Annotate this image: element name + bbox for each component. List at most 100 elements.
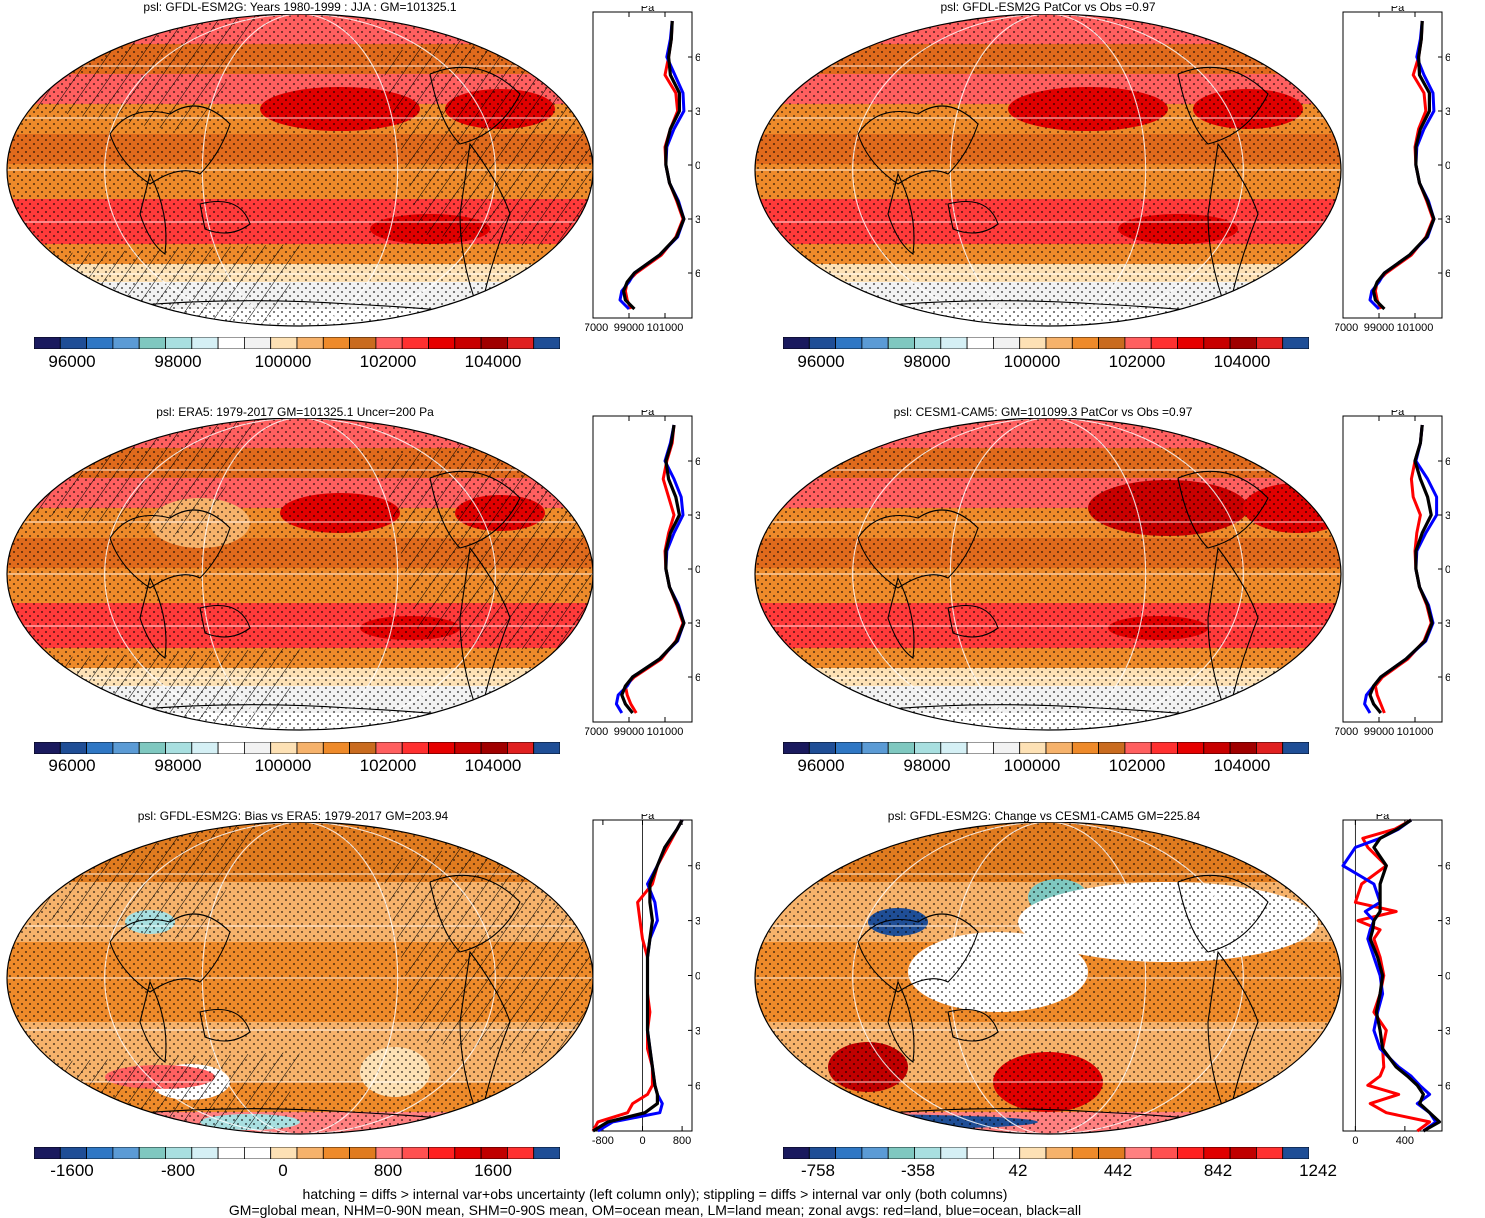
colorbar-swatch xyxy=(138,742,166,754)
colorbar-tick-label: 96000 xyxy=(48,756,96,775)
profile-y-tick-label: 30N xyxy=(1445,510,1450,522)
colorbar-swatch xyxy=(808,1147,836,1159)
profile-x-tick-label: 99000 xyxy=(614,322,645,334)
profile-y-tick-label: 0 xyxy=(695,160,700,172)
colorbar-swatch xyxy=(783,742,810,754)
profile-y-tick-label: 30S xyxy=(695,214,700,226)
colorbar xyxy=(34,337,560,349)
colorbar-swatch xyxy=(1282,337,1309,349)
colorbar-tick-label: 100000 xyxy=(254,756,312,775)
colorbar-tick-label: 98000 xyxy=(903,756,951,775)
colorbar-swatch xyxy=(217,1147,245,1159)
colorbar-swatch xyxy=(1098,1147,1126,1159)
colorbar xyxy=(34,1147,560,1159)
colorbar-swatch xyxy=(349,1147,377,1159)
colorbar-swatch xyxy=(506,337,535,349)
colorbar-swatch xyxy=(1282,742,1309,754)
panel-title: psl: CESM1-CAM5: GM=101099.3 PatCor vs O… xyxy=(893,405,1193,419)
colorbar-swatch xyxy=(86,742,114,754)
colorbar-swatch xyxy=(428,742,456,754)
colorbar-swatch xyxy=(296,742,324,754)
profile-y-tick-label: 0 xyxy=(1445,564,1450,576)
colorbar-swatch xyxy=(1203,337,1231,349)
colorbar-swatch xyxy=(1124,337,1152,349)
colorbar-swatch xyxy=(1098,742,1126,754)
colorbar-tick-label: -358 xyxy=(900,1161,936,1180)
zonal-profile-change: Pa 0 400 60N 30N 0 30S 60S xyxy=(1341,814,1450,1147)
map-field xyxy=(7,418,593,730)
profile-unit-label: Pa xyxy=(641,6,655,14)
colorbar-swatch xyxy=(270,742,298,754)
colorbar-swatch xyxy=(375,742,403,754)
colorbar-swatch xyxy=(165,1147,193,1159)
colorbar-swatch xyxy=(966,1147,994,1159)
panel-title: psl: GFDL-ESM2G PatCor vs Obs =0.97 xyxy=(940,0,1156,14)
profile-y-tick-label: 60N xyxy=(695,456,700,468)
colorbar-tick-label: 100000 xyxy=(1003,352,1061,371)
profile-y-tick-label: 30S xyxy=(1445,1025,1450,1037)
colorbar-swatch xyxy=(1150,742,1178,754)
colorbar-swatch xyxy=(191,1147,219,1159)
colorbar-swatch xyxy=(59,1147,87,1159)
colorbar-swatch xyxy=(165,337,193,349)
colorbar-tick-label: 102000 xyxy=(1108,352,1166,371)
profile-unit-label: Pa xyxy=(1376,814,1390,822)
colorbar xyxy=(783,1147,1309,1159)
colorbar-tick-label: 102000 xyxy=(1108,756,1166,775)
map-change xyxy=(754,822,1342,1135)
colorbar-swatch xyxy=(1177,337,1205,349)
colorbar-swatch xyxy=(1071,742,1099,754)
colorbar-swatch xyxy=(480,742,508,754)
profile-line-all xyxy=(592,819,684,1133)
profile-y-tick-label: 30N xyxy=(1445,916,1450,928)
colorbar-tick-label: -800 xyxy=(160,1161,196,1180)
colorbar-swatch xyxy=(1282,1147,1309,1159)
panel-title: psl: GFDL-ESM2G: Change vs CESM1-CAM5 GM… xyxy=(887,809,1201,823)
profile-line-all xyxy=(620,424,686,714)
colorbar-swatch xyxy=(887,1147,915,1159)
colorbar-swatch xyxy=(966,337,994,349)
profile-y-tick-label: 60S xyxy=(695,268,700,280)
colorbar-swatch xyxy=(296,1147,324,1159)
colorbar-tick-label: 104000 xyxy=(1213,756,1271,775)
colorbar xyxy=(783,337,1309,349)
colorbar-swatch xyxy=(533,742,560,754)
colorbar-swatch xyxy=(243,1147,272,1159)
profile-x-tick-label: 800 xyxy=(673,1135,691,1147)
colorbar-swatch xyxy=(454,1147,482,1159)
colorbar-swatch xyxy=(887,742,915,754)
profile-unit-label: Pa xyxy=(641,410,655,418)
colorbar-tick-label: 0 xyxy=(278,1161,288,1180)
colorbar-swatch xyxy=(59,742,87,754)
colorbar-swatch xyxy=(349,337,377,349)
colorbar-tick-label: 1242 xyxy=(1299,1161,1337,1180)
colorbar-swatch xyxy=(428,337,456,349)
colorbar-swatch xyxy=(34,1147,61,1159)
profile-y-tick-label: 60S xyxy=(695,672,700,684)
profile-x-tick-label: 99000 xyxy=(1364,726,1395,738)
colorbar-swatch xyxy=(270,1147,298,1159)
colorbar-tick-label: 98000 xyxy=(154,756,202,775)
colorbar-swatch xyxy=(454,742,482,754)
profile-y-tick-label: 0 xyxy=(1445,971,1450,983)
profile-x-tick-label: 99000 xyxy=(1364,322,1395,334)
colorbar-swatch xyxy=(861,1147,889,1159)
colorbar-swatch xyxy=(270,337,298,349)
colorbar-swatch xyxy=(1229,742,1257,754)
profile-line-ocean xyxy=(1341,818,1438,1133)
colorbar-swatch xyxy=(940,1147,968,1159)
colorbar-swatch xyxy=(322,742,350,754)
colorbar-swatch xyxy=(165,742,193,754)
panel-title: psl: ERA5: 1979-2017 GM=101325.1 Uncer=2… xyxy=(156,405,434,419)
map-field xyxy=(755,418,1341,730)
colorbar-swatch xyxy=(59,337,87,349)
colorbar-tick-label: 102000 xyxy=(359,756,417,775)
colorbar-swatch xyxy=(86,1147,114,1159)
colorbar-swatch xyxy=(1124,1147,1152,1159)
map-field xyxy=(755,822,1341,1134)
profile-y-tick-label: 0 xyxy=(695,564,700,576)
colorbar-swatch xyxy=(1071,337,1099,349)
colorbar-swatch xyxy=(454,337,482,349)
